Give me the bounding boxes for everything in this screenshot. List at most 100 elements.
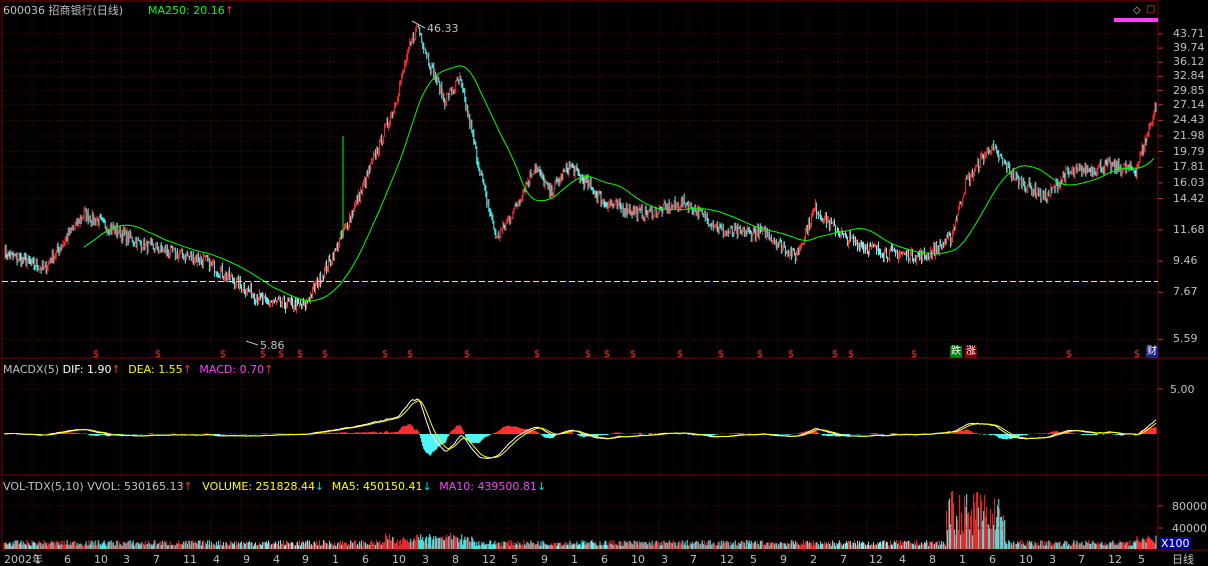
price-axis-label: 39.74 xyxy=(1173,41,1205,55)
ma10-value: 439500.81 xyxy=(477,480,537,493)
dividend-marker: $ xyxy=(718,349,724,360)
high-price-label: 46.33 xyxy=(427,22,459,35)
ma5-trend-icon: ↓ xyxy=(422,480,432,493)
macd-panel-name: MACDX(5) xyxy=(3,363,60,376)
window-restore-icon[interactable]: ▢ xyxy=(1146,4,1156,15)
dividend-marker: $ xyxy=(848,349,854,360)
time-axis-label: 4 xyxy=(273,553,280,566)
time-axis-label: 11 xyxy=(183,553,197,566)
price-axis-label: 32.84 xyxy=(1173,69,1205,83)
volume-legend: VOL-TDX(5,10) VVOL: 530165.13↑ VOLUME: 2… xyxy=(3,480,546,493)
time-axis-label: 12 xyxy=(869,553,883,566)
dividend-marker: $ xyxy=(297,349,303,360)
macd-value: 0.70 xyxy=(239,363,265,376)
ma250-legend: MA250: 20.16↑ xyxy=(148,4,234,17)
ma5-value: 450150.41 xyxy=(363,480,423,493)
time-axis-label: 10 xyxy=(94,553,108,566)
time-axis-label: 9 xyxy=(302,553,309,566)
time-axis-label: 7 xyxy=(840,553,847,566)
dividend-marker: $ xyxy=(278,349,284,360)
dif-value: 1.90 xyxy=(87,363,112,376)
volume-unit-label[interactable]: X100 xyxy=(1160,537,1191,550)
dividend-marker: $ xyxy=(155,349,161,360)
dividend-marker: $ xyxy=(630,349,636,360)
time-axis-label: 4 xyxy=(899,553,906,566)
macd-trend-icon: ↑ xyxy=(264,363,274,376)
dividend-marker: $ xyxy=(585,349,591,360)
period-tag[interactable]: 日线 xyxy=(1172,553,1194,566)
price-axis-label: 29.85 xyxy=(1173,83,1205,97)
time-axis-label: 2 xyxy=(810,553,817,566)
time-axis-label: 10 xyxy=(631,553,645,566)
price-axis-label: 14.42 xyxy=(1173,191,1205,205)
diamond-icon[interactable]: ◇ xyxy=(1133,5,1141,16)
price-axis-label: 43.71 xyxy=(1173,26,1205,40)
price-axis-label: 24.43 xyxy=(1173,113,1205,127)
dif-trend-icon: ↑ xyxy=(111,363,121,376)
period-label: (日线) xyxy=(92,4,124,17)
price-axis-label: 36.12 xyxy=(1173,55,1205,69)
ma250-trend-icon: ↑ xyxy=(224,4,234,17)
dividend-marker: $ xyxy=(604,349,610,360)
time-axis-label: 12 xyxy=(720,553,734,566)
time-axis-label: 7 xyxy=(153,553,160,566)
time-axis-label: 3 xyxy=(123,553,130,566)
time-axis-label: 7 xyxy=(1078,553,1085,566)
time-axis-label: 5 xyxy=(750,553,757,566)
time-axis-label: 12 xyxy=(1108,553,1122,566)
dividend-marker: $ xyxy=(677,349,683,360)
fall-tag[interactable]: 跌 xyxy=(950,346,962,358)
dividend-marker: $ xyxy=(911,349,917,360)
dividend-marker: $ xyxy=(757,349,763,360)
dif-line xyxy=(3,398,1157,459)
dea-label: DEA: xyxy=(128,363,155,376)
time-axis-label: 8 xyxy=(452,553,459,566)
time-axis-label: 1 xyxy=(34,553,41,566)
dividend-marker: $ xyxy=(788,349,794,360)
ma250-value: 20.16 xyxy=(193,4,225,17)
volume-axis-80000: 80000 xyxy=(1172,500,1207,513)
price-axis-label: 19.79 xyxy=(1173,144,1205,158)
volume-trend-icon: ↓ xyxy=(315,480,325,493)
stock-name: 招商银行 xyxy=(48,4,93,17)
time-axis-label: 5 xyxy=(1138,553,1145,566)
time-axis-label: 3 xyxy=(1049,553,1056,566)
time-axis-label: 1 xyxy=(959,553,966,566)
volume-value: 251828.44 xyxy=(255,480,316,493)
time-axis-label: 1 xyxy=(571,553,578,566)
price-axis-label: 16.03 xyxy=(1173,175,1205,189)
magenta-bar xyxy=(1114,18,1158,22)
ma250-label: MA250: xyxy=(148,4,190,17)
vvol-label: VVOL: xyxy=(87,480,121,493)
rise-tag[interactable]: 涨 xyxy=(965,346,977,358)
time-axis-label: 2002年 xyxy=(4,553,43,566)
time-axis-label: 5 xyxy=(511,553,518,566)
time-axis-label: 6 xyxy=(362,553,369,566)
dividend-marker: $ xyxy=(220,349,226,360)
dif-label: DIF: xyxy=(62,363,84,376)
ma10-trend-icon: ↓ xyxy=(536,480,547,493)
time-axis-label: 12 xyxy=(482,553,496,566)
time-axis-label: 9 xyxy=(780,553,787,566)
dividend-marker: $ xyxy=(464,349,470,360)
price-axis-label: 11.68 xyxy=(1173,222,1205,236)
price-axis-label: 21.98 xyxy=(1173,129,1205,142)
time-axis-label: 10 xyxy=(392,553,406,566)
stock-code: 600036 xyxy=(3,4,45,17)
time-axis-label: 3 xyxy=(422,553,429,566)
time-axis-label: 3 xyxy=(661,553,668,566)
dividend-marker: $ xyxy=(407,349,413,360)
volume-panel-name: VOL-TDX(5,10) xyxy=(3,480,84,493)
time-axis-label: 9 xyxy=(541,553,548,566)
time-axis-label: 7 xyxy=(690,553,697,566)
price-axis-label: 17.81 xyxy=(1173,160,1205,174)
time-axis-label: 1 xyxy=(332,553,339,566)
dividend-marker: $ xyxy=(534,349,540,360)
low-price-label: 5.86 xyxy=(260,339,285,352)
time-axis-label: 9 xyxy=(243,553,250,566)
finance-tag[interactable]: 财 xyxy=(1146,346,1158,358)
time-axis-label: 8 xyxy=(929,553,936,566)
stock-title: 600036 招商银行(日线) xyxy=(3,4,123,17)
price-axis-label: 5.59 xyxy=(1173,332,1198,346)
